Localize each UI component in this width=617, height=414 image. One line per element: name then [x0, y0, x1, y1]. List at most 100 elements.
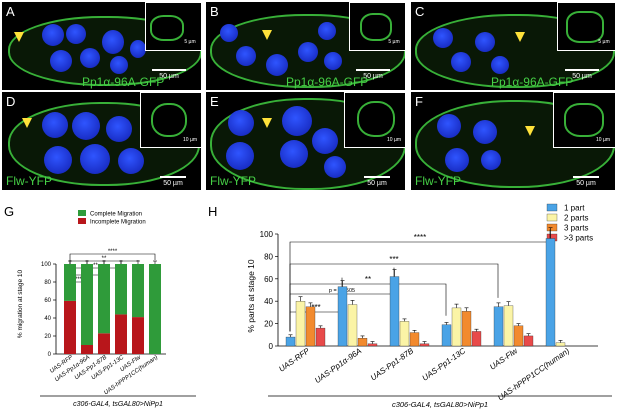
- chart-footer: c306-GAL4, tsGAL80>NiPp1: [392, 400, 488, 409]
- nucleus: [106, 116, 132, 142]
- panel-c: 5 µm C 50 µm Pp1α-96A-GFP: [411, 2, 615, 90]
- x-tick-label: UAS-Pp1α-96A: [313, 346, 363, 385]
- y-tick-label: 80: [44, 280, 51, 286]
- arrowhead-marker: [262, 118, 272, 128]
- stain-label: Flw-YFP: [210, 174, 256, 188]
- y-axis: 0 20 40 60 80 100: [260, 230, 598, 351]
- nucleus: [481, 150, 501, 170]
- y-tick-label: 20: [44, 334, 51, 340]
- bar: [399, 321, 410, 347]
- bar: [357, 338, 368, 347]
- nucleus: [66, 24, 86, 44]
- panel-d: 10 µm D 50 µm Flw-YFP: [2, 92, 201, 190]
- nucleus: [42, 112, 68, 138]
- arrowhead-marker: [525, 126, 535, 136]
- stain-label: Flw-YFP: [6, 174, 52, 188]
- nucleus: [50, 50, 72, 72]
- bar: [419, 343, 430, 347]
- y-tick-label: 60: [264, 275, 273, 284]
- inset-scale-label: 10 µm: [387, 137, 401, 143]
- y-tick-label: 0: [269, 342, 274, 351]
- arrowhead-marker: [22, 118, 32, 128]
- significance-label: ****: [108, 249, 118, 255]
- nucleus: [318, 22, 336, 40]
- scale-label: 50 µm: [367, 180, 387, 187]
- y-axis-label: % migration at stage 10: [17, 269, 24, 338]
- significance-label: ****: [414, 233, 426, 242]
- y-tick-label: 20: [264, 320, 273, 329]
- scale-bar: [364, 176, 390, 178]
- nucleus: [437, 114, 461, 138]
- panel-e: 10 µm E 50 µm Flw-YFP: [206, 92, 405, 190]
- scale-bar: [565, 69, 599, 71]
- bar: [305, 306, 316, 347]
- x-tick-labels: UAS-RFPUAS-Pp1α-96AUAS-Pp1-87BUAS-Pp1-13…: [49, 354, 159, 396]
- arrowhead-marker: [515, 32, 525, 42]
- nucleus: [282, 106, 312, 136]
- y-tick-label: 40: [44, 316, 51, 322]
- bar: [347, 304, 358, 347]
- nucleus: [102, 30, 124, 54]
- panel-letter: C: [415, 4, 425, 19]
- stain-label: Flw-YFP: [415, 174, 461, 188]
- significance-label: **: [93, 263, 98, 269]
- legend-label: 2 parts: [564, 214, 588, 223]
- inset: 10 µm: [344, 92, 405, 148]
- bar: [315, 327, 326, 347]
- bar: [409, 332, 420, 347]
- legend-swatch: [78, 210, 86, 216]
- bar: [493, 306, 504, 347]
- nucleus: [491, 56, 509, 74]
- scale-label: 50 µm: [163, 180, 183, 187]
- nucleus: [475, 32, 495, 52]
- y-tick-label: 100: [41, 262, 52, 268]
- significance-label: ***: [75, 277, 83, 283]
- bar: [337, 286, 348, 347]
- y-tick-label: 100: [260, 230, 274, 239]
- panel-letter: F: [415, 94, 423, 109]
- bar: [367, 343, 378, 347]
- significance-label: **: [102, 256, 107, 262]
- nucleus: [266, 54, 288, 76]
- nucleus: [226, 142, 254, 170]
- inset-scale-label: 5 µm: [598, 39, 610, 45]
- nucleus: [298, 42, 318, 62]
- inset-scale-label: 5 µm: [388, 39, 400, 45]
- bar: [389, 276, 400, 347]
- scale-label: 50 µm: [363, 73, 383, 80]
- bar: [461, 311, 472, 347]
- bar: [523, 335, 534, 347]
- bar: [295, 301, 306, 347]
- nucleus: [80, 48, 100, 68]
- x-tick-label: UAS-RFP: [277, 346, 311, 374]
- nucleus: [433, 28, 453, 48]
- bar: [503, 305, 514, 347]
- inset: 5 µm: [349, 2, 405, 51]
- nucleus: [130, 40, 146, 58]
- chart-legend: Complete Migration Incomplete Migration: [78, 210, 146, 226]
- stain-label: Pp1α-96A-GFP: [286, 75, 369, 89]
- significance-label: ***: [311, 303, 320, 312]
- nucleus: [44, 146, 72, 174]
- bar: [132, 264, 144, 318]
- bar: [545, 238, 556, 347]
- inset: 5 µm: [145, 2, 201, 51]
- scale-bar: [573, 176, 599, 178]
- y-tick-label: 60: [44, 298, 51, 304]
- bar: [132, 317, 144, 354]
- bar: [471, 331, 482, 347]
- stain-label: Pp1α-96A-GFP: [82, 75, 165, 89]
- legend-label: 3 parts: [564, 224, 588, 233]
- scale-bar: [152, 69, 186, 71]
- nucleus: [445, 148, 469, 172]
- nucleus: [220, 24, 238, 42]
- chart-letter: G: [4, 204, 14, 219]
- bar: [441, 324, 452, 347]
- bar: [81, 264, 93, 345]
- panel-letter: E: [210, 94, 219, 109]
- bar: [513, 325, 524, 347]
- arrowhead-marker: [14, 32, 24, 42]
- significance-label: ***: [389, 255, 398, 264]
